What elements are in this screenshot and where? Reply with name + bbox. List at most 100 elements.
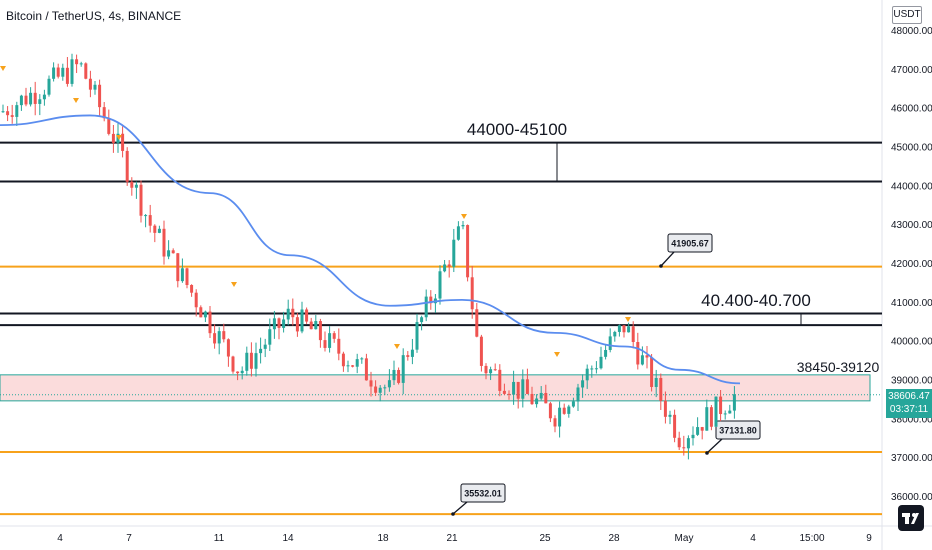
candle-body [374, 386, 378, 393]
x-tick-label: 7 [126, 533, 132, 544]
candle-body [576, 387, 580, 402]
candle-body [185, 268, 189, 285]
candle-body [148, 215, 152, 226]
y-tick-label: 45000.00 [891, 143, 932, 154]
candle-body [337, 338, 341, 354]
candle-body [452, 239, 456, 267]
candle-body [341, 353, 345, 367]
candle-body [443, 264, 447, 272]
x-tick-label: 11 [214, 533, 225, 544]
candle-body [406, 355, 410, 357]
candle-body [581, 380, 585, 388]
candle-body [493, 369, 497, 371]
x-tick-label: 15:00 [799, 533, 824, 544]
candle-body [10, 115, 14, 117]
candle-body [295, 317, 299, 332]
candle-body [401, 355, 405, 383]
candle-body [208, 311, 212, 334]
candle-body [107, 118, 111, 134]
moving-average-line [0, 114, 741, 385]
candle-body [383, 387, 387, 389]
candle-body [226, 339, 230, 357]
candle-body [61, 67, 65, 77]
candle-body [553, 418, 557, 427]
callout-37131-dot [705, 451, 709, 455]
candle-body [245, 352, 249, 371]
current-price-value: 38606.47 [888, 391, 930, 402]
candle-body [332, 333, 336, 339]
candle-body [705, 407, 709, 431]
candle-body [268, 329, 272, 345]
candle-body [622, 325, 626, 333]
candle-body [608, 336, 612, 350]
candle-body [309, 321, 313, 330]
candle-body [673, 414, 677, 438]
x-tick-label: 14 [282, 533, 294, 544]
candle-body [668, 414, 672, 417]
candle-body [79, 63, 83, 65]
candle-body [585, 368, 589, 381]
x-tick-label: 18 [377, 533, 389, 544]
y-tick-label: 41000.00 [891, 298, 932, 309]
y-tick-label: 43000.00 [891, 220, 932, 231]
candle-body [535, 398, 539, 405]
zone-mid-label: 40.400-40.700 [701, 291, 811, 310]
x-tick-label: 4 [750, 533, 756, 544]
candle-body [42, 94, 46, 100]
candle-body [489, 369, 493, 374]
candle-body [594, 368, 598, 370]
candle-body [732, 394, 736, 411]
candle-body [728, 410, 732, 414]
candle-body [636, 342, 640, 365]
candle-body [567, 406, 571, 414]
candle-body [121, 133, 125, 151]
tradingview-logo-icon[interactable] [898, 505, 924, 531]
countdown-timer: 03:37:11 [889, 404, 929, 415]
candle-body [111, 133, 115, 143]
candle-body [719, 396, 723, 415]
candle-body [236, 371, 240, 374]
currency-selector[interactable]: USDT [892, 6, 922, 24]
candle-body [686, 438, 690, 449]
candle-body [263, 344, 267, 349]
candle-body [217, 331, 221, 344]
candle-body [512, 381, 516, 395]
candle-body [153, 225, 157, 233]
signal-marker-icon [394, 344, 400, 349]
callout-37131-pointer [706, 438, 723, 454]
candle-body [659, 377, 663, 401]
candle-body [631, 326, 635, 343]
candle-body [420, 317, 424, 323]
candle-body [617, 325, 621, 332]
candle-body [424, 296, 428, 318]
candle-body [38, 99, 42, 104]
candle-body [65, 67, 69, 84]
callout-41905-box [667, 233, 713, 253]
candle-body [328, 333, 332, 348]
x-tick-label: 21 [446, 533, 458, 544]
candle-body [498, 369, 502, 391]
candle-body [157, 228, 161, 233]
candle-body [613, 331, 617, 337]
y-tick-label: 37000.00 [891, 453, 932, 464]
candle-body [272, 318, 276, 330]
candle-body [360, 358, 364, 360]
candle-body [650, 357, 654, 387]
candle-body [558, 407, 562, 427]
x-tick-label: May [675, 533, 694, 544]
candle-body [562, 407, 566, 414]
callout-41905-text: 41905.67 [671, 239, 709, 249]
candle-body [470, 277, 474, 310]
candle-body [466, 225, 470, 278]
signal-marker-icon [0, 66, 6, 71]
candle-body [213, 333, 217, 344]
candle-body [599, 356, 603, 369]
candle-body [15, 105, 19, 117]
callout-41905-dot [659, 264, 663, 268]
candle-body [171, 250, 175, 254]
candle-body [530, 393, 534, 405]
candle-body [254, 353, 258, 369]
candle-body [461, 225, 465, 227]
y-tick-label: 46000.00 [891, 104, 932, 115]
